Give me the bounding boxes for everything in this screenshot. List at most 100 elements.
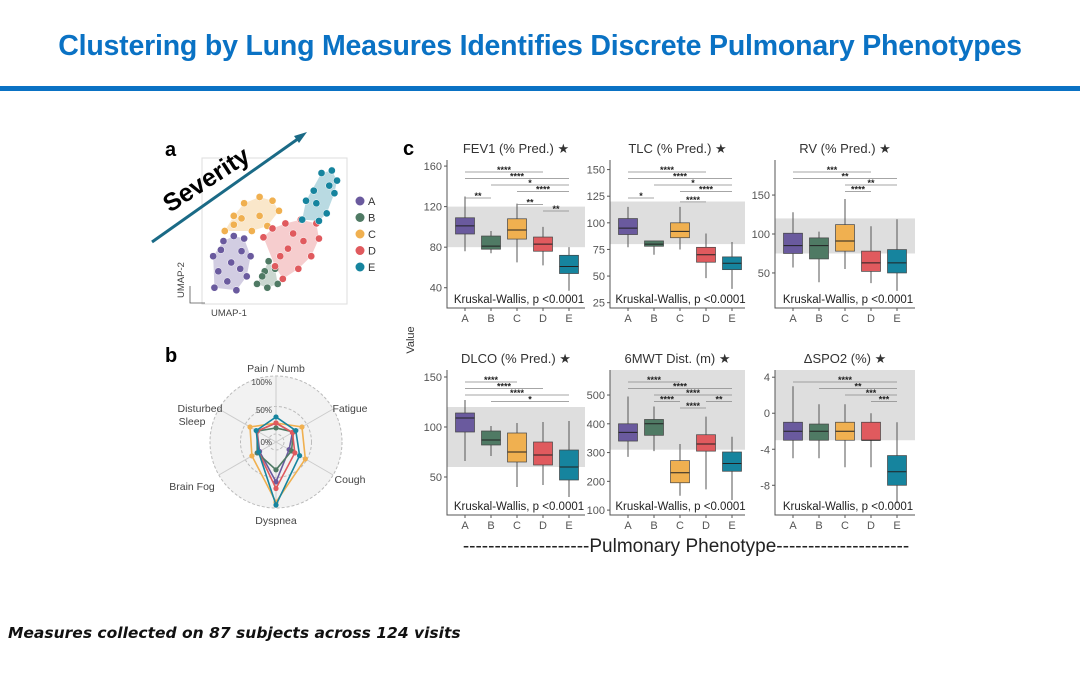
x-tick-label: C (841, 313, 849, 325)
cluster-point-B (264, 257, 273, 266)
arrow-head-icon (294, 132, 307, 143)
y-tick-label: 500 (587, 390, 605, 402)
plot-frame (201, 157, 348, 305)
axis-corner (189, 286, 205, 304)
box-B (809, 423, 829, 441)
cluster-point-D (278, 275, 287, 283)
axis-frame (446, 160, 585, 309)
box-A (783, 232, 803, 254)
cluster-point-E (333, 176, 341, 185)
umap-x-label: UMAP-1 (211, 308, 247, 319)
box-B (809, 237, 829, 260)
cluster-point-C (255, 212, 264, 220)
radar-ring-label: 100% (252, 378, 272, 387)
x-tick-label: A (789, 520, 797, 532)
significance-label: **** (647, 375, 662, 385)
cluster-point-A (237, 247, 246, 256)
radar-ring-label: 0% (260, 438, 272, 447)
cluster-point-E (312, 199, 321, 208)
box-C (670, 460, 690, 484)
x-tick-label: D (539, 520, 547, 532)
box-B (481, 235, 501, 250)
cluster-point-B (273, 280, 282, 288)
cluster-point-A (229, 232, 238, 240)
cluster-point-D (289, 229, 297, 238)
boxplot-title: 6MWT Dist. (m) ★ (624, 351, 730, 366)
y-tick-label: 125 (587, 191, 605, 203)
cluster-point-E (322, 209, 331, 218)
box-E (887, 455, 907, 486)
x-tick-label: D (702, 520, 710, 532)
radar-point-E (273, 414, 279, 420)
x-tick-label: E (728, 520, 735, 532)
cluster-point-E (327, 166, 336, 175)
x-tick-label: E (565, 313, 572, 325)
radar-point-D (273, 420, 279, 426)
y-tick-label: 100 (587, 505, 605, 517)
box-B (481, 430, 501, 446)
significance-label: **** (851, 185, 866, 195)
x-tick-label: C (513, 313, 521, 325)
panel-label-b: b (165, 345, 177, 367)
significance-label: **** (686, 401, 701, 411)
box-B (644, 419, 664, 436)
radar-point-C (249, 453, 255, 459)
y-tick-label: 100 (587, 218, 605, 230)
y-tick-label: 150 (424, 372, 442, 384)
radar-axis-label: Dyspnea (255, 515, 297, 527)
box-D (533, 441, 553, 466)
significance-label: ** (854, 382, 862, 392)
umap-y-label: UMAP-2 (176, 262, 187, 298)
cluster-point-B (263, 283, 272, 292)
legend-swatch-A (355, 196, 365, 206)
axis-frame (774, 160, 915, 309)
significance-label: **** (660, 395, 675, 405)
cluster-point-A (240, 234, 248, 243)
cluster-point-C (255, 193, 264, 201)
cluster-point-D (294, 264, 303, 273)
radar-axis-label: Sleep (179, 416, 206, 428)
significance-label: * (639, 191, 643, 201)
radar-spoke (218, 408, 277, 443)
radar-point-C (299, 424, 305, 430)
x-tick-label: E (893, 520, 900, 532)
significance-label: **** (510, 388, 525, 398)
box-C (835, 224, 855, 252)
panel-label-c: c (403, 138, 414, 160)
legend-swatch-D (355, 246, 365, 255)
x-tick-label: D (867, 313, 875, 325)
y-tick-label: 50 (593, 271, 605, 283)
x-axis-label: --------------------Pulmonary Phenotype-… (463, 536, 909, 557)
cluster-point-A (219, 237, 228, 245)
cluster-point-C (237, 214, 246, 223)
box-E (559, 254, 579, 274)
cluster-point-C (248, 227, 256, 235)
x-tick-label: E (565, 520, 572, 532)
cluster-point-B (258, 272, 267, 281)
cluster-point-D (307, 252, 316, 261)
axis-frame (609, 160, 745, 309)
x-tick-label: C (676, 313, 684, 325)
x-tick-label: A (624, 313, 632, 325)
kruskal-wallis-label: Kruskal-Wallis, p <0.0001 (454, 501, 584, 513)
boxplot-title: RV (% Pred.) ★ (799, 141, 891, 156)
legend-label-C: C (368, 229, 376, 241)
cluster-point-C (220, 227, 229, 235)
radar-point-D (273, 485, 279, 492)
box-A (455, 412, 475, 433)
radar-ring-label: 50% (256, 406, 272, 415)
cluster-point-D (268, 224, 277, 233)
y-tick-label: 80 (430, 242, 442, 254)
cluster-point-B (253, 280, 261, 288)
significance-label: * (528, 178, 532, 188)
x-tick-label: B (650, 520, 657, 532)
radar-spoke (275, 408, 334, 443)
radar-point-C (302, 456, 308, 462)
cluster-point-E (309, 186, 318, 195)
legend-label-E: E (368, 262, 375, 274)
x-tick-label: D (539, 313, 547, 325)
boxplot-title: FEV1 (% Pred.) ★ (463, 141, 569, 156)
